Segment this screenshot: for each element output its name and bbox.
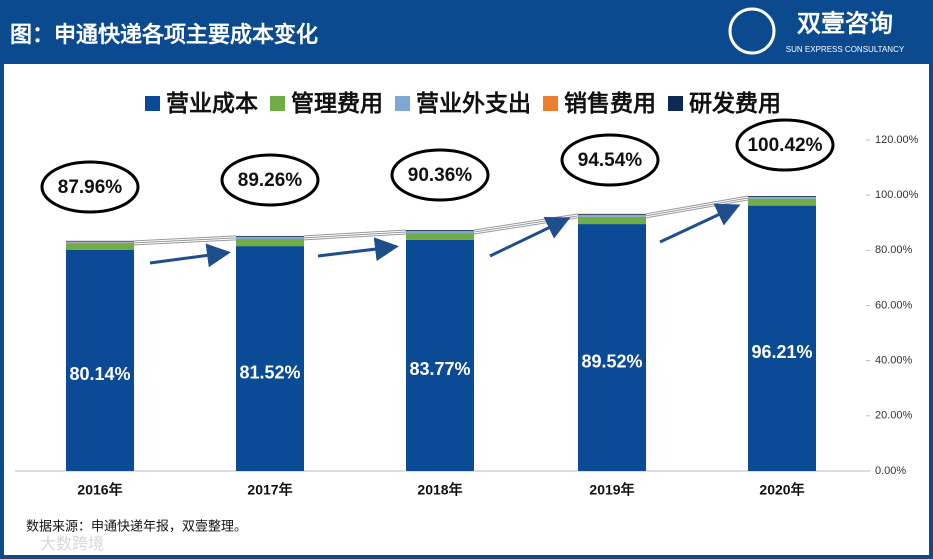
x-tick-label: 2017年: [247, 482, 292, 498]
legend-swatch: [543, 96, 558, 111]
logo-mark: [728, 7, 776, 55]
value-label: 80.14%: [69, 364, 130, 384]
logo: 双壹咨询 SUN EXPRESS CONSULTANCY: [728, 7, 905, 55]
annotation-label: 94.54%: [578, 150, 643, 171]
bar-segment: [66, 249, 134, 471]
watermark: 大数跨境: [40, 534, 104, 553]
bar-segment: [66, 242, 134, 244]
bar-segment: [748, 195, 816, 197]
bar-segment: [748, 196, 816, 198]
connector-line: [133, 235, 237, 242]
legend-label: 研发费用: [689, 90, 781, 116]
annotation-label: 87.96%: [58, 177, 123, 198]
source-note: 数据来源：申通快递年报，双壹整理。: [26, 518, 247, 533]
y-tick-label: 120.00%: [875, 134, 919, 146]
arrow: [149, 243, 231, 268]
bar-segment: [578, 215, 646, 217]
annotation-circle: [220, 153, 320, 207]
annotation-label: 100.42%: [747, 135, 822, 156]
x-tick-label: 2019年: [589, 482, 634, 498]
bar-segment: [66, 243, 134, 250]
arrow: [489, 216, 571, 258]
value-label: 81.52%: [239, 362, 300, 382]
trend-arrows: [149, 203, 741, 268]
connector-line: [133, 239, 237, 246]
bar-segment: [748, 205, 816, 472]
value-label: 89.52%: [581, 351, 642, 371]
legend-swatch: [270, 96, 285, 111]
connector-line: [303, 233, 407, 241]
y-tick-label: 100.00%: [875, 189, 919, 201]
bar-segment: [578, 216, 646, 225]
value-label: 96.21%: [751, 342, 812, 362]
header-title: 图：申通快递各项主要成本变化: [10, 22, 318, 47]
annotation-circle: [735, 118, 835, 172]
annotation-circle: [390, 148, 490, 202]
legend-label: 营业外支出: [416, 90, 531, 116]
connector-line: [645, 197, 749, 217]
bar-segment: [406, 231, 474, 234]
y-tick-label: 0.00%: [875, 465, 906, 477]
legend-label: 销售费用: [564, 90, 656, 116]
bar-segment: [66, 240, 134, 242]
connector-line: [645, 195, 749, 215]
bar-segment: [236, 235, 304, 237]
y-tick-label: 80.00%: [875, 244, 913, 256]
bar-segment: [578, 224, 646, 471]
legend-swatch: [145, 96, 160, 111]
x-tick-label: 2016年: [77, 482, 122, 498]
annotation-label: 89.26%: [238, 170, 303, 191]
arrow: [317, 237, 399, 262]
y-tick-label: 40.00%: [875, 355, 913, 367]
connector-line: [473, 213, 579, 231]
bar-segment: [236, 237, 304, 239]
annotation-circle: [40, 160, 140, 214]
value-label: 83.77%: [409, 359, 470, 379]
x-tick-label: 2018年: [417, 482, 462, 498]
y-tick-label: 20.00%: [875, 410, 913, 422]
annotation-label: 90.36%: [408, 165, 473, 186]
connector-line: [133, 237, 237, 244]
bar-segment: [748, 197, 816, 199]
bar-segment: [406, 230, 474, 232]
connector-line: [303, 231, 407, 239]
arrow: [659, 203, 741, 244]
legend-label: 管理费用: [291, 90, 383, 116]
legend-label: 营业成本: [166, 90, 258, 116]
bar-segment: [406, 230, 474, 231]
legend-swatch: [395, 96, 410, 111]
slide-frame: [0, 60, 933, 559]
bar-segment: [236, 236, 304, 238]
connector-line: [645, 199, 749, 219]
x-tick-label: 2020年: [759, 482, 804, 498]
logo-sub: SUN EXPRESS CONSULTANCY: [786, 45, 905, 54]
connector-line: [473, 215, 579, 233]
header-bar: [0, 0, 933, 62]
bar-segment: [406, 233, 474, 240]
annotation-circle: [560, 133, 660, 187]
legend-swatch: [668, 96, 683, 111]
bar-segment: [236, 246, 304, 471]
bar-segment: [236, 238, 304, 247]
y-tick-label: 60.00%: [875, 299, 913, 311]
bar-segment: [748, 198, 816, 206]
bar-segment: [66, 241, 134, 243]
bar-segment: [406, 239, 474, 471]
logo-name: 双壹咨询: [797, 9, 893, 37]
bar-segment: [578, 214, 646, 216]
connector-line: [303, 229, 407, 237]
bar-segment: [578, 213, 646, 215]
